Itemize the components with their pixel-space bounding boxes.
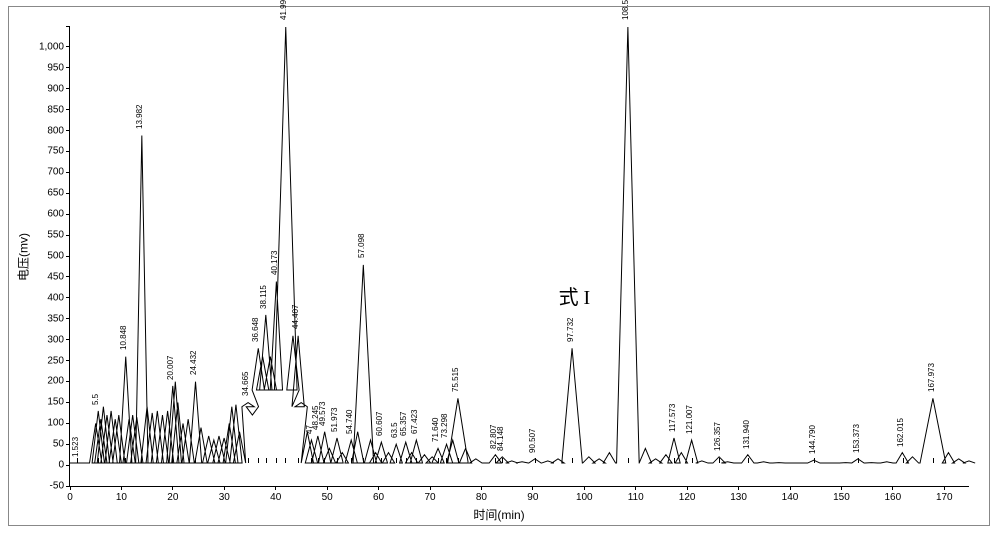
peak-baseline-tick: [248, 458, 249, 463]
y-tick-label: 400: [47, 292, 70, 303]
x-tick-label: 160: [885, 486, 902, 503]
y-tick-label: 900: [47, 83, 70, 94]
x-tick-label: 110: [628, 486, 644, 503]
peak-baseline-tick: [572, 458, 573, 463]
peak-baseline-tick: [458, 458, 459, 463]
x-tick-label: 10: [116, 486, 127, 503]
y-tick-label: 450: [47, 271, 70, 282]
y-tick-label: 300: [47, 334, 70, 345]
x-tick-label: 80: [476, 486, 487, 503]
y-tick-label: 250: [47, 355, 70, 366]
y-tick-label: 0: [58, 460, 70, 471]
peak-baseline-tick: [903, 458, 904, 463]
x-axis-label: 时间(min): [473, 506, 524, 523]
x-tick-label: 170: [936, 486, 953, 503]
peak-baseline-tick: [172, 458, 173, 463]
y-tick: [66, 26, 70, 27]
peak-baseline-tick: [438, 458, 439, 463]
x-tick-label: 130: [730, 486, 747, 503]
chromatogram-plot: -500501001502002503003504004505005506006…: [69, 27, 969, 487]
peak-baseline-tick: [416, 458, 417, 463]
x-tick-label: 150: [833, 486, 850, 503]
y-tick-label: 850: [47, 104, 70, 115]
x-tick-label: 120: [679, 486, 696, 503]
peak-baseline-tick: [406, 458, 407, 463]
y-tick-label: 50: [53, 439, 70, 450]
peak-baseline-tick: [266, 458, 267, 463]
peak-baseline-tick: [495, 458, 496, 463]
peak-baseline-tick: [674, 458, 675, 463]
peak-baseline-tick: [396, 458, 397, 463]
peak-baseline-tick: [502, 458, 503, 463]
chart-frame: -500501001502002503003504004505005506006…: [8, 6, 990, 526]
x-tick-label: 0: [67, 486, 73, 503]
peak-baseline-tick: [311, 458, 312, 463]
y-tick-label: 350: [47, 313, 70, 324]
y-tick-label: 700: [47, 167, 70, 178]
peak-baseline-tick: [98, 458, 99, 463]
peak-baseline-tick: [351, 458, 352, 463]
x-tick-label: 50: [322, 486, 333, 503]
y-axis-label: 电压(mv): [15, 233, 32, 281]
peak-baseline-tick: [692, 458, 693, 463]
y-tick-label: 1,000: [39, 41, 70, 52]
peak-baseline-tick: [298, 458, 299, 463]
x-tick-label: 90: [527, 486, 538, 503]
peak-baseline-tick: [276, 458, 277, 463]
x-tick-label: 60: [373, 486, 384, 503]
y-tick-label: 500: [47, 251, 70, 262]
peak-baseline-tick: [933, 458, 934, 463]
y-tick-label: 200: [47, 376, 70, 387]
peak-baseline-tick: [318, 458, 319, 463]
peak-baseline-tick: [141, 458, 142, 463]
peak-baseline-tick: [125, 458, 126, 463]
chromatogram-trace: [70, 27, 969, 486]
peak-baseline-tick: [814, 458, 815, 463]
y-tick-label: 100: [47, 418, 70, 429]
y-tick-label: 150: [47, 397, 70, 408]
y-tick-label: 550: [47, 230, 70, 241]
peak-baseline-tick: [381, 458, 382, 463]
formula-annotation: 式 I: [559, 281, 591, 310]
peak-baseline-tick: [446, 458, 447, 463]
peak-baseline-tick: [337, 458, 338, 463]
peak-baseline-tick: [858, 458, 859, 463]
peak-baseline-tick: [363, 458, 364, 463]
y-tick-label: 750: [47, 146, 70, 157]
peak-baseline-tick: [535, 458, 536, 463]
peak-label: 108.597: [621, 0, 630, 20]
peak-baseline-tick: [258, 458, 259, 463]
trace-path: [70, 27, 975, 463]
y-tick-label: 600: [47, 209, 70, 220]
x-tick-label: 70: [424, 486, 435, 503]
x-tick-label: 140: [782, 486, 799, 503]
peak-baseline-tick: [719, 458, 720, 463]
peak-baseline-tick: [77, 458, 78, 463]
x-tick-label: 40: [270, 486, 281, 503]
y-tick-label: 650: [47, 188, 70, 199]
y-tick-label: 950: [47, 62, 70, 73]
x-tick-label: 20: [167, 486, 178, 503]
peak-baseline-tick: [195, 458, 196, 463]
peak-baseline-tick: [628, 458, 629, 463]
x-tick-label: 30: [219, 486, 230, 503]
y-tick-label: 800: [47, 125, 70, 136]
peak-baseline-tick: [748, 458, 749, 463]
peak-label: 41.998: [279, 0, 288, 20]
peak-baseline-tick: [285, 458, 286, 463]
peak-baseline-tick: [324, 458, 325, 463]
x-tick-label: 100: [576, 486, 593, 503]
